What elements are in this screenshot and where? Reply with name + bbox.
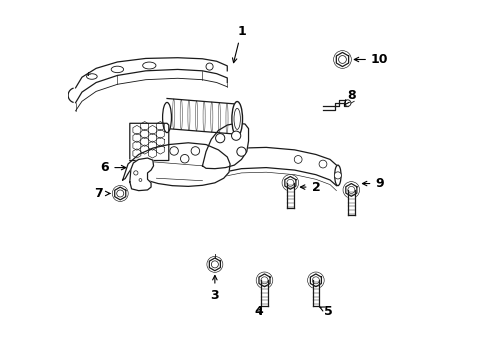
Polygon shape [287, 183, 294, 208]
Circle shape [191, 147, 199, 155]
Text: 4: 4 [255, 305, 264, 318]
Circle shape [180, 154, 189, 163]
Polygon shape [336, 53, 348, 67]
Polygon shape [130, 158, 153, 191]
Ellipse shape [232, 102, 243, 136]
Circle shape [319, 160, 327, 168]
Ellipse shape [87, 74, 97, 79]
Text: 8: 8 [344, 89, 356, 105]
Polygon shape [310, 274, 321, 287]
Text: 5: 5 [320, 305, 333, 318]
Ellipse shape [163, 103, 172, 132]
Polygon shape [115, 187, 126, 200]
Polygon shape [348, 190, 355, 215]
Polygon shape [209, 258, 220, 271]
Text: 7: 7 [95, 187, 110, 200]
Polygon shape [261, 280, 268, 306]
Polygon shape [130, 123, 169, 161]
Text: 3: 3 [211, 275, 219, 302]
Circle shape [206, 63, 213, 70]
Polygon shape [313, 280, 319, 306]
Ellipse shape [111, 66, 123, 73]
Ellipse shape [344, 100, 351, 106]
Circle shape [237, 147, 246, 156]
Text: 6: 6 [100, 161, 126, 174]
Polygon shape [323, 100, 348, 110]
Circle shape [343, 182, 360, 198]
Circle shape [256, 272, 273, 289]
Text: 10: 10 [354, 53, 389, 66]
Circle shape [216, 134, 225, 143]
Circle shape [139, 179, 142, 181]
Text: 1: 1 [232, 24, 246, 63]
Ellipse shape [335, 165, 341, 186]
Polygon shape [122, 143, 230, 186]
Polygon shape [75, 58, 227, 103]
Polygon shape [259, 274, 270, 287]
Circle shape [282, 175, 299, 191]
Polygon shape [202, 123, 248, 168]
Circle shape [308, 272, 324, 289]
Text: 2: 2 [300, 181, 320, 194]
Polygon shape [202, 147, 337, 186]
Circle shape [170, 147, 178, 155]
Circle shape [334, 172, 342, 179]
Circle shape [134, 171, 138, 175]
Polygon shape [285, 176, 296, 189]
Circle shape [232, 131, 241, 140]
Polygon shape [167, 99, 234, 134]
Polygon shape [346, 184, 357, 196]
Circle shape [294, 156, 302, 163]
Text: 9: 9 [363, 177, 384, 190]
Ellipse shape [143, 62, 156, 69]
